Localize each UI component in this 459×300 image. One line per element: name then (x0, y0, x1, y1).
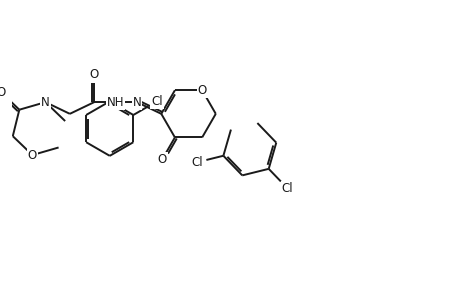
Text: NH: NH (106, 96, 124, 109)
Text: O: O (157, 153, 167, 166)
Text: Cl: Cl (151, 95, 162, 108)
Text: O: O (197, 84, 207, 97)
Text: N: N (132, 96, 141, 109)
Text: O: O (0, 86, 6, 99)
Text: O: O (90, 68, 99, 81)
Text: Cl: Cl (281, 182, 293, 195)
Text: Cl: Cl (190, 156, 202, 169)
Text: N: N (41, 96, 50, 109)
Text: O: O (28, 148, 37, 161)
